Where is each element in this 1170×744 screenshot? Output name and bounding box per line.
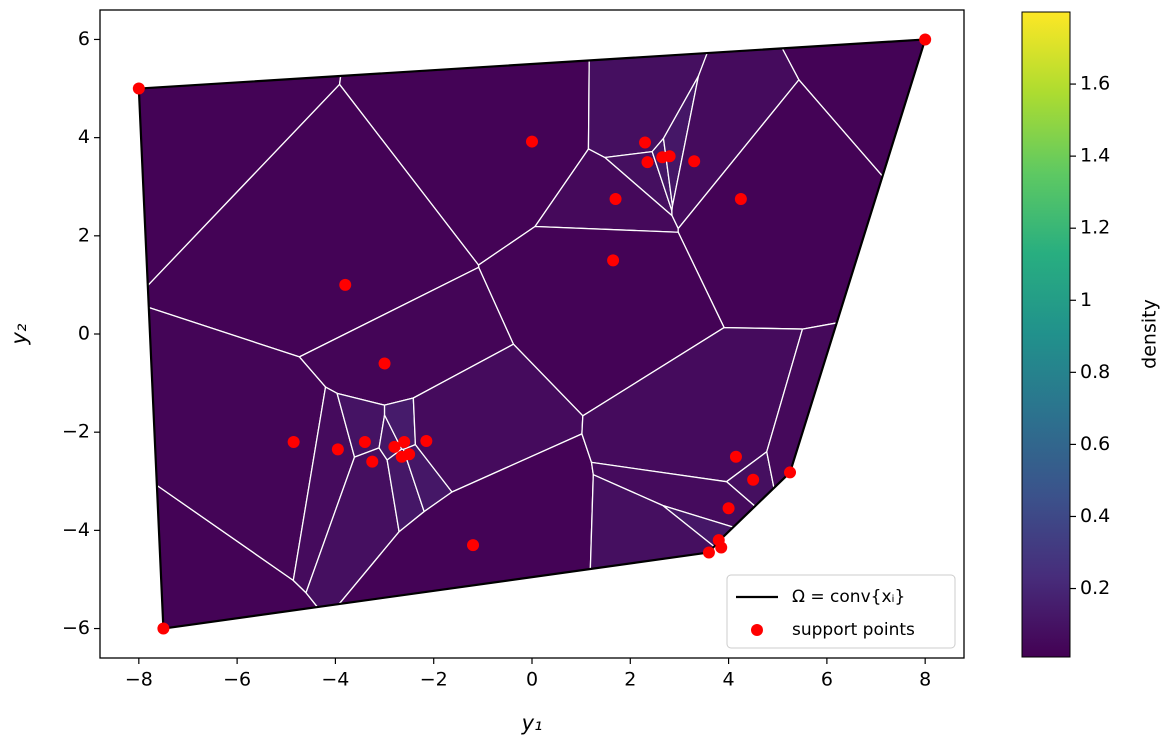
support-point bbox=[607, 254, 620, 267]
y-tick-label: −2 bbox=[62, 421, 90, 443]
x-tick-label: 0 bbox=[526, 669, 538, 691]
support-point bbox=[358, 436, 371, 448]
support-point bbox=[403, 448, 416, 461]
colorbar-label: density bbox=[1139, 299, 1161, 369]
support-point bbox=[388, 440, 401, 453]
x-tick-label: −2 bbox=[420, 669, 448, 691]
x-tick-label: −8 bbox=[125, 669, 153, 691]
x-tick-label: 2 bbox=[624, 669, 636, 691]
support-point bbox=[734, 193, 747, 205]
support-point bbox=[715, 541, 728, 554]
y-tick-label: −6 bbox=[62, 617, 90, 639]
support-point bbox=[722, 502, 735, 515]
colorbar-tick-label: 1.4 bbox=[1080, 145, 1110, 167]
support-point bbox=[157, 622, 170, 635]
support-point bbox=[287, 436, 300, 448]
x-tick-label: −6 bbox=[223, 669, 251, 691]
support-point bbox=[398, 436, 411, 448]
support-point bbox=[919, 33, 932, 46]
support-point bbox=[784, 466, 797, 479]
support-point bbox=[639, 136, 652, 149]
support-point bbox=[747, 473, 760, 486]
support-point bbox=[339, 278, 352, 291]
support-point bbox=[702, 546, 715, 559]
colorbar bbox=[1021, 11, 1071, 658]
support-point bbox=[609, 193, 622, 205]
support-point bbox=[331, 443, 344, 456]
support-point bbox=[132, 82, 145, 95]
colorbar-tick-label: 1.6 bbox=[1080, 73, 1110, 95]
x-tick-label: 6 bbox=[821, 669, 833, 691]
y-axis-label: y₂ bbox=[7, 323, 31, 345]
colorbar-tick-label: 1.2 bbox=[1080, 217, 1110, 239]
x-axis-label: y₁ bbox=[521, 711, 543, 735]
x-tick-label: 8 bbox=[919, 669, 931, 691]
support-point bbox=[729, 450, 742, 463]
y-tick-label: −4 bbox=[62, 519, 90, 541]
support-point bbox=[663, 150, 676, 163]
cells bbox=[138, 38, 926, 630]
y-tick-label: 6 bbox=[78, 28, 90, 50]
colorbar-tick-label: 0.4 bbox=[1080, 505, 1110, 527]
support-point bbox=[420, 435, 433, 448]
legend: Ω = conv{xᵢ} support points bbox=[726, 574, 956, 649]
support-point bbox=[688, 155, 701, 168]
legend-box bbox=[726, 574, 956, 649]
y-tick-label: 4 bbox=[78, 126, 90, 148]
support-point bbox=[641, 156, 654, 169]
y-tick-label: 2 bbox=[78, 224, 90, 246]
colorbar-tick-label: 0.8 bbox=[1080, 361, 1110, 383]
colorbar-tick-label: 0.6 bbox=[1080, 433, 1110, 455]
support-point bbox=[378, 357, 391, 370]
legend-marker bbox=[751, 624, 763, 636]
legend-label: Ω = conv{xᵢ} bbox=[792, 587, 905, 607]
support-point bbox=[366, 455, 379, 468]
colorbar-tick-label: 0.2 bbox=[1080, 577, 1110, 599]
y-tick-label: 0 bbox=[78, 323, 90, 345]
x-tick-label: 4 bbox=[723, 669, 735, 691]
x-tick-label: −4 bbox=[321, 669, 349, 691]
support-point bbox=[467, 539, 480, 552]
legend-label: support points bbox=[792, 620, 915, 640]
colorbar-tick-label: 1 bbox=[1080, 289, 1092, 311]
support-point bbox=[526, 135, 538, 148]
